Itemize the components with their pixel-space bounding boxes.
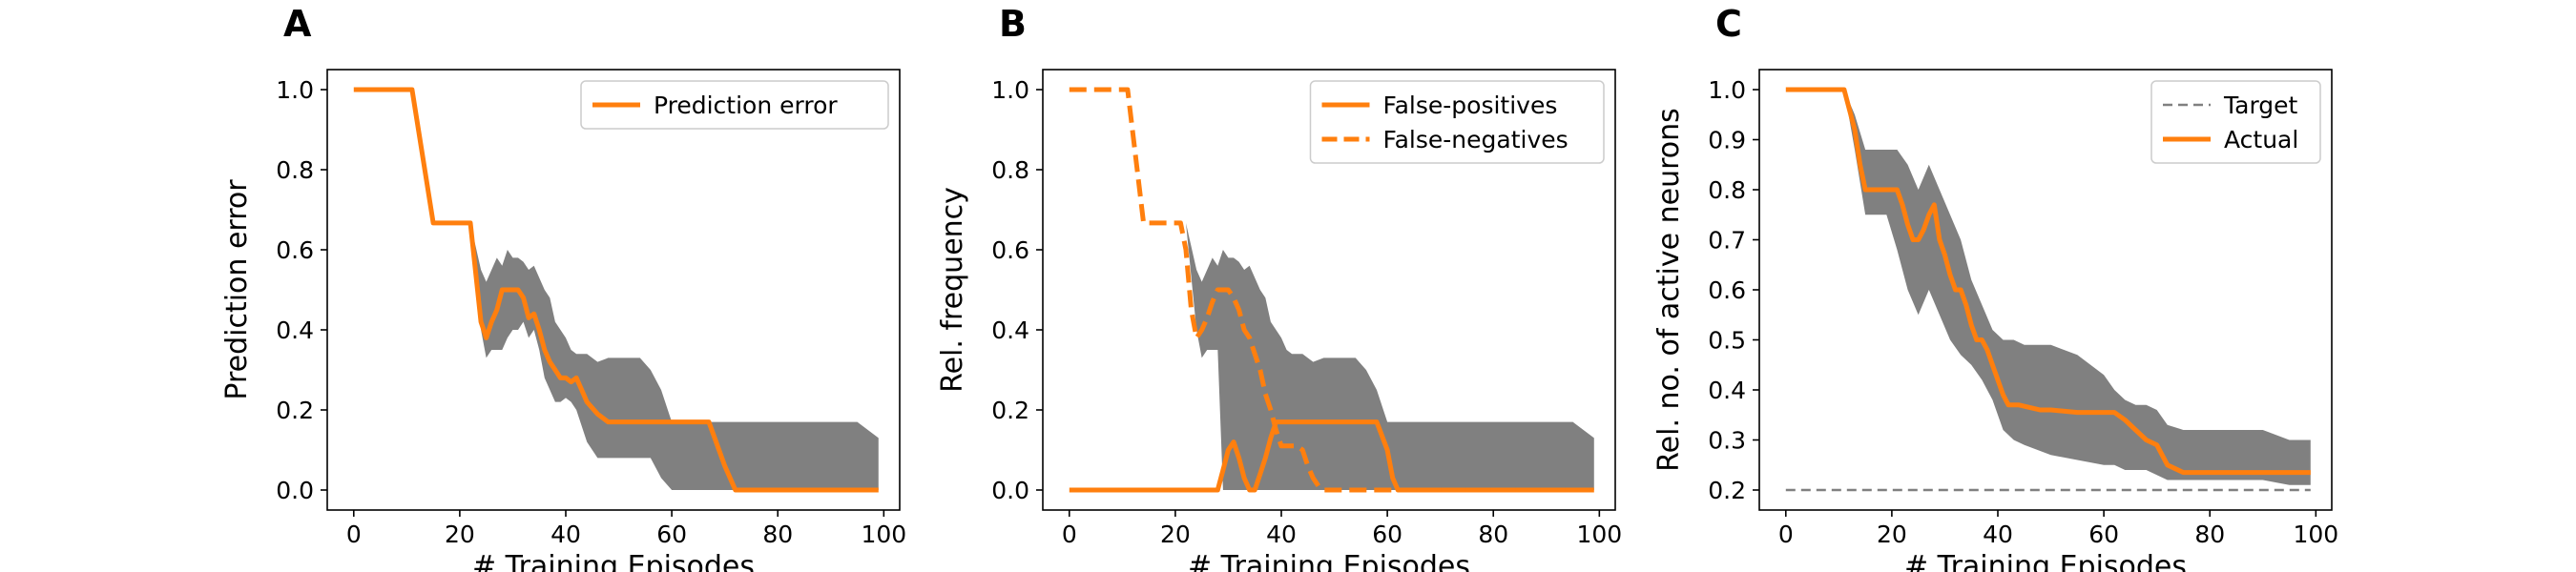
legend-entry: Actual: [2224, 126, 2298, 153]
y-axis-label: Prediction error: [220, 179, 254, 400]
x-tick-label: 20: [445, 521, 475, 548]
x-tick-label: 100: [861, 521, 906, 548]
y-tick-label: 1.0: [276, 76, 314, 104]
confidence-band: [1069, 90, 1594, 490]
axes-frame: [326, 69, 901, 511]
x-tick-label: 0: [1062, 521, 1077, 548]
y-tick-label: 0.2: [276, 397, 314, 424]
x-tick-label: 80: [2194, 521, 2225, 548]
panel-label-B: B: [999, 3, 1027, 45]
panel-label-A: A: [283, 3, 312, 45]
x-tick-label: 60: [656, 521, 687, 548]
x-tick-label: 100: [1576, 521, 1622, 548]
x-tick-label: 40: [1266, 521, 1297, 548]
legend: [580, 80, 889, 130]
x-tick-label: 80: [1478, 521, 1508, 548]
legend-entry: False-positives: [1383, 92, 1558, 119]
x-tick-label: 60: [2088, 521, 2119, 548]
series-line-false-negatives: [1069, 87, 1594, 493]
x-tick-label: 40: [1983, 521, 2013, 548]
y-axis-label: Rel. no. of active neurons: [1652, 108, 1686, 472]
y-tick-label: 0.5: [1708, 327, 1746, 355]
legend-entry: False-negatives: [1383, 126, 1568, 153]
y-tick-label: 0.2: [991, 397, 1029, 424]
legend-entry: Target: [2223, 92, 2298, 119]
x-tick-label: 60: [1372, 521, 1402, 548]
y-tick-label: 0.0: [991, 477, 1029, 504]
y-tick-label: 0.8: [991, 156, 1029, 184]
y-tick-label: 0.4: [276, 317, 314, 344]
x-tick-label: 20: [1160, 521, 1191, 548]
legend: [2150, 80, 2321, 164]
legend-entry: Prediction error: [654, 92, 838, 119]
y-tick-label: 0.8: [276, 156, 314, 184]
y-tick-label: 0.6: [1708, 276, 1746, 304]
y-tick-label: 0.4: [991, 317, 1029, 344]
y-tick-label: 0.2: [1708, 477, 1746, 504]
axes-frame: [1042, 69, 1616, 511]
x-axis-label: # Training Episodes: [472, 550, 755, 572]
y-tick-label: 0.6: [991, 236, 1029, 264]
x-tick-label: 20: [1877, 521, 1907, 548]
x-tick-label: 0: [1778, 521, 1794, 548]
y-tick-label: 0.4: [1708, 377, 1746, 404]
series-line-false-positives: [1069, 419, 1594, 493]
y-tick-label: 0.8: [1708, 176, 1746, 204]
y-tick-label: 1.0: [991, 76, 1029, 104]
panel-label-C: C: [1715, 3, 1742, 45]
y-tick-label: 0.0: [276, 477, 314, 504]
series-line-prediction-error: [353, 87, 879, 493]
y-tick-label: 0.9: [1708, 127, 1746, 154]
y-tick-label: 1.0: [1708, 76, 1746, 104]
y-tick-label: 0.3: [1708, 427, 1746, 455]
confidence-band: [353, 90, 879, 490]
y-tick-label: 0.7: [1708, 227, 1746, 255]
x-tick-label: 40: [551, 521, 581, 548]
legend: [1309, 80, 1605, 164]
series-line-actual: [1785, 87, 2311, 476]
x-axis-label: # Training Episodes: [1188, 550, 1470, 572]
x-axis-label: # Training Episodes: [1904, 550, 2187, 572]
y-axis-label: Rel. frequency: [936, 187, 969, 393]
x-tick-label: 80: [762, 521, 793, 548]
x-tick-label: 0: [346, 521, 362, 548]
y-tick-label: 0.6: [276, 236, 314, 264]
confidence-band: [1785, 90, 2311, 485]
x-tick-label: 100: [2293, 521, 2338, 548]
